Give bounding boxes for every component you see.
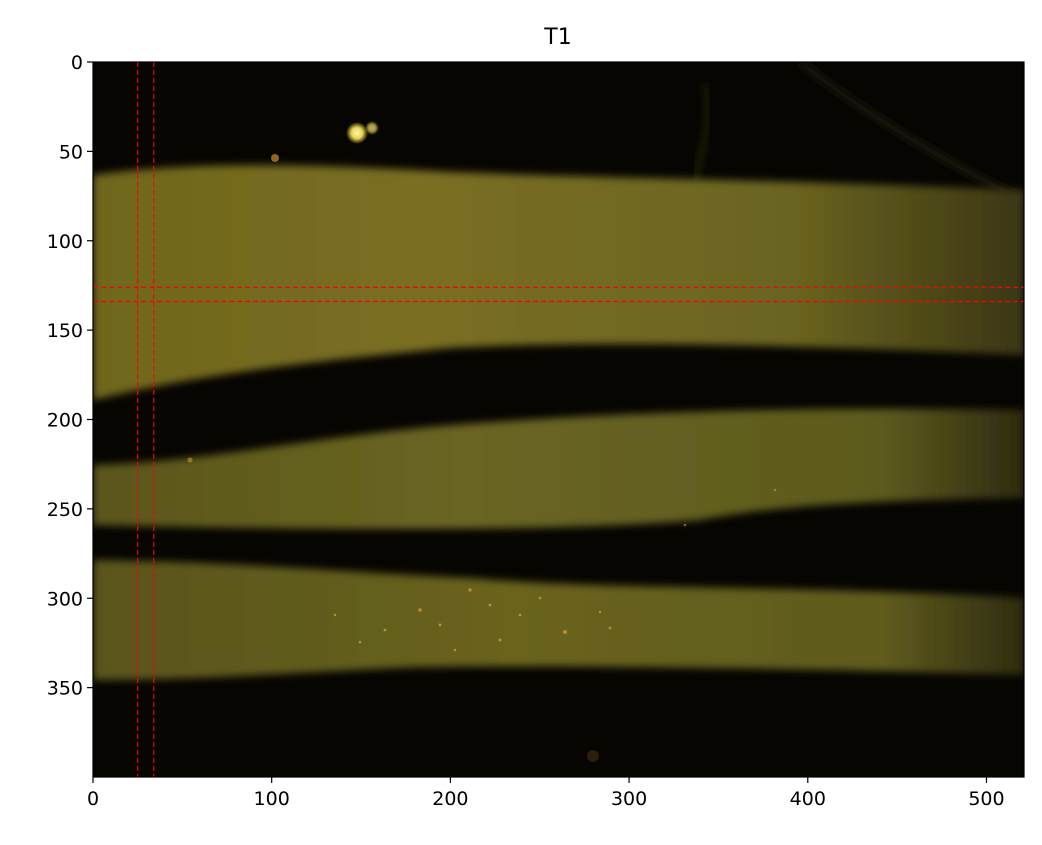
x-tick-label: 100	[254, 788, 290, 810]
y-tick-label: 100	[47, 231, 83, 253]
y-tick-label: 50	[59, 141, 83, 163]
y-tick-label: 250	[47, 499, 83, 521]
y-axis: 0 50 100 150 200 250 300 350	[47, 52, 93, 700]
x-tick-label: 500	[968, 788, 1004, 810]
y-tick-label: 200	[47, 410, 83, 432]
y-tick-label: 150	[47, 320, 83, 342]
x-tick-label: 200	[432, 788, 468, 810]
microscopy-image	[93, 62, 1024, 777]
y-tick-label: 350	[47, 678, 83, 700]
guide-lines	[93, 62, 1024, 777]
x-tick-label: 300	[611, 788, 647, 810]
plot-title: T1	[543, 25, 571, 50]
x-tick-label: 400	[790, 788, 826, 810]
x-axis: 0 100 200 300 400 500	[87, 777, 1005, 810]
y-tick-label: 300	[47, 588, 83, 610]
x-tick-label: 0	[87, 788, 99, 810]
y-tick-label: 0	[71, 52, 83, 74]
